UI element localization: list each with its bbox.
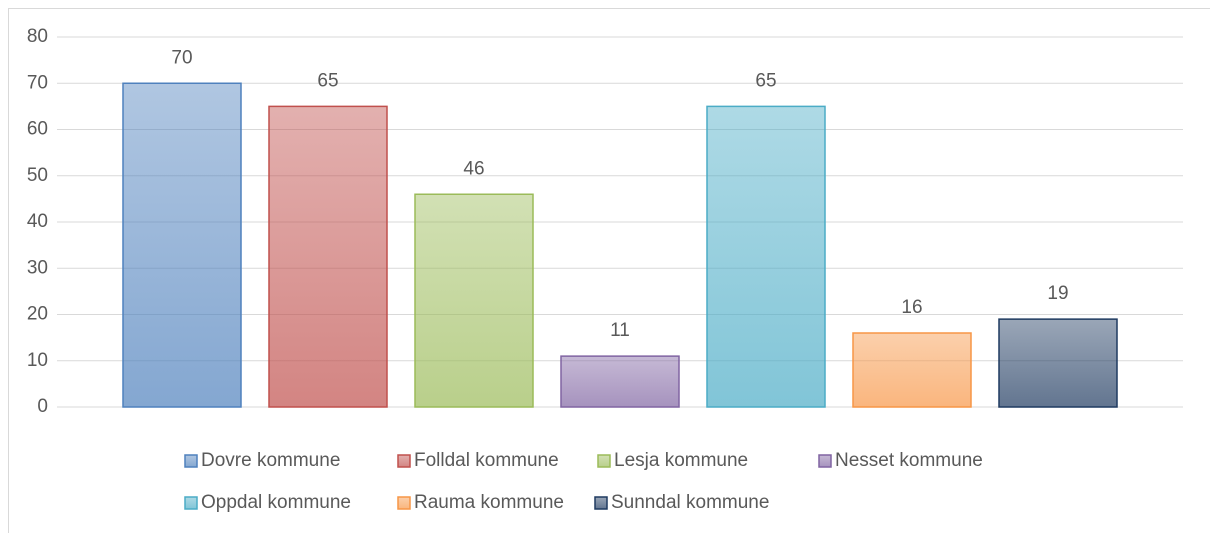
legend-label: Folldal kommune <box>414 450 559 471</box>
y-tick-label: 10 <box>27 350 48 371</box>
legend-swatch <box>397 496 411 510</box>
bar <box>268 105 388 408</box>
legend-label: Nesset kommune <box>835 450 983 471</box>
legend-label: Oppdal kommune <box>201 492 351 513</box>
y-tick-label: 40 <box>27 211 48 232</box>
legend-label: Lesja kommune <box>614 450 748 471</box>
bar <box>998 318 1118 408</box>
data-label: 70 <box>171 47 192 68</box>
y-tick-label: 50 <box>27 165 48 186</box>
y-tick-label: 20 <box>27 304 48 325</box>
bar <box>852 332 972 408</box>
y-tick-label: 30 <box>27 257 48 278</box>
bar <box>560 355 680 408</box>
bar <box>122 82 242 408</box>
legend-swatch <box>597 454 611 468</box>
y-tick-label: 0 <box>37 396 48 417</box>
data-label: 11 <box>610 320 630 341</box>
legend-swatch <box>818 454 832 468</box>
data-label: 65 <box>317 70 338 91</box>
legend-label: Sunndal kommune <box>611 492 769 513</box>
data-label: 65 <box>755 70 776 91</box>
legend-label: Dovre kommune <box>201 450 340 471</box>
y-tick-label: 80 <box>27 26 48 47</box>
y-tick-label: 60 <box>27 119 48 140</box>
legend-swatch <box>184 496 198 510</box>
chart-frame <box>8 8 1210 533</box>
data-label: 46 <box>463 158 484 179</box>
data-label: 16 <box>901 297 922 318</box>
legend-swatch <box>397 454 411 468</box>
legend-label: Rauma kommune <box>414 492 564 513</box>
data-label: 19 <box>1047 283 1068 304</box>
bar <box>414 193 534 408</box>
legend-swatch <box>184 454 198 468</box>
bar <box>706 105 826 408</box>
y-tick-label: 70 <box>27 72 48 93</box>
legend-swatch <box>594 496 608 510</box>
